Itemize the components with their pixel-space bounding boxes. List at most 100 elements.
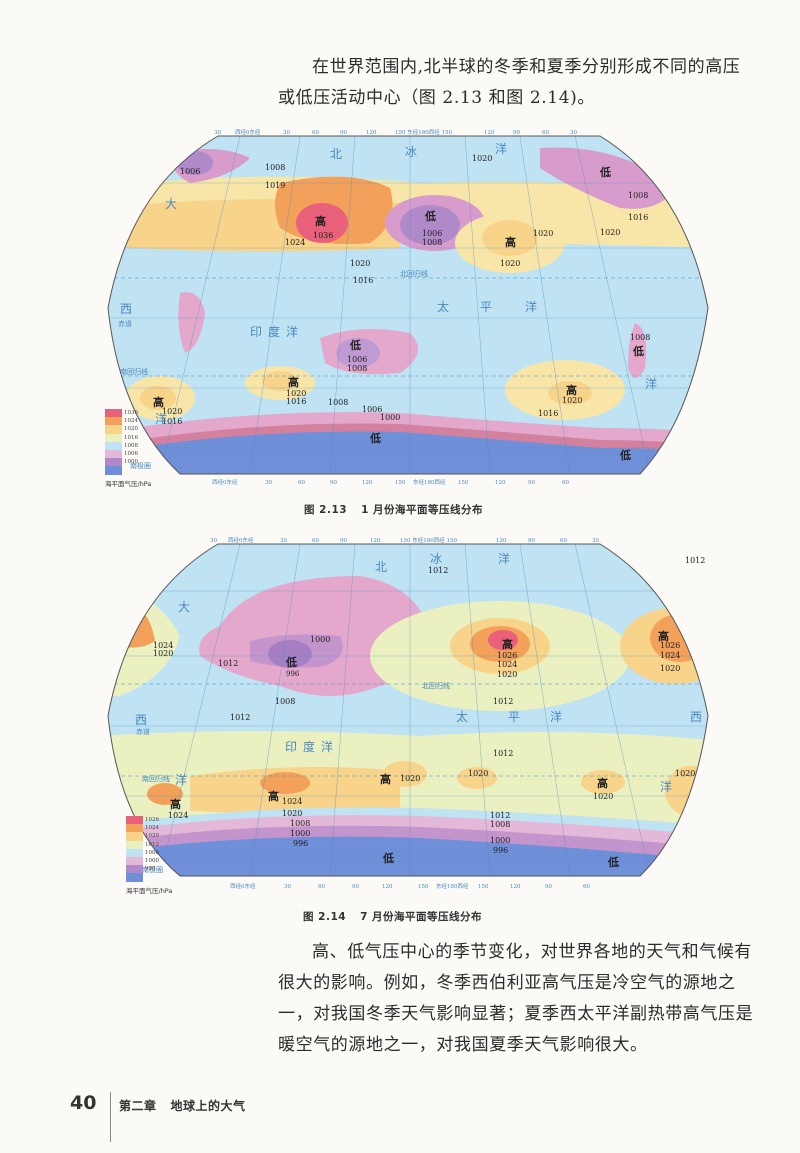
center-high-symbol: 高 bbox=[315, 214, 326, 228]
antarctic-circle-label: 南极圈 bbox=[130, 461, 151, 470]
isobar-label: 1020 bbox=[600, 228, 620, 237]
caption-number: 图 2.14 bbox=[303, 911, 347, 923]
svg-text:150: 150 bbox=[418, 884, 429, 890]
svg-text:90: 90 bbox=[513, 130, 520, 136]
svg-text:1016: 1016 bbox=[286, 397, 306, 406]
svg-text:1026: 1026 bbox=[660, 641, 680, 650]
body-paragraph: 高、低气压中心的季节变化，对世界各地的天气和气候有 很大的影响。例如，冬季西伯利… bbox=[278, 937, 768, 1061]
legend-title: 海平面气压/hPa bbox=[126, 886, 173, 895]
svg-text:90: 90 bbox=[352, 884, 359, 890]
page-footer: 40 第二章 地球上的大气 bbox=[70, 1092, 246, 1142]
svg-text:120: 120 bbox=[362, 480, 373, 486]
ocean-label: 北 bbox=[375, 560, 387, 574]
equator-label: 赤道 bbox=[136, 727, 150, 736]
center-high-symbol: 高 bbox=[597, 776, 608, 790]
svg-text:150: 150 bbox=[395, 480, 406, 486]
isobar-label: 1008 bbox=[490, 820, 510, 829]
svg-text:东经180西经: 东经180西经 bbox=[413, 478, 446, 486]
center-low-symbol: 低 bbox=[632, 344, 644, 358]
isobar-label: 996 bbox=[293, 839, 308, 848]
equator-label: 赤道 bbox=[118, 319, 132, 328]
center-high-symbol: 高 bbox=[505, 235, 516, 249]
svg-text:60: 60 bbox=[298, 480, 305, 486]
ocean-label: 大 bbox=[178, 600, 190, 614]
svg-text:150 东经180西经 150: 150 东经180西经 150 bbox=[395, 128, 452, 136]
svg-text:120: 120 bbox=[366, 130, 377, 136]
svg-text:1006: 1006 bbox=[347, 355, 367, 364]
ocean-label: 北 bbox=[330, 147, 342, 161]
map-january bbox=[100, 128, 720, 490]
svg-text:西经0东经: 西经0东经 bbox=[230, 882, 256, 890]
isobar-label: 1008 bbox=[265, 163, 285, 172]
isobar-label: 1000 bbox=[380, 413, 400, 422]
isobar-label: 1012 bbox=[428, 566, 448, 575]
svg-text:1020: 1020 bbox=[562, 396, 582, 405]
isobar-label: 996 bbox=[493, 846, 508, 855]
tropic-of-cancer-label: 北回归线 bbox=[400, 269, 428, 278]
chapter-heading: 第二章 地球上的大气 bbox=[119, 1092, 246, 1114]
isobar-label: 1008 bbox=[290, 819, 310, 828]
ocean-label: 西 bbox=[135, 713, 147, 727]
svg-text:120: 120 bbox=[495, 480, 506, 486]
ocean-label: 洋 bbox=[175, 772, 187, 787]
isobar-label: 1019 bbox=[265, 181, 285, 190]
isobar-label: 1012 bbox=[218, 659, 238, 668]
svg-text:60: 60 bbox=[562, 480, 569, 486]
svg-text:120: 120 bbox=[370, 538, 381, 544]
svg-text:60: 60 bbox=[312, 130, 319, 136]
svg-text:1036: 1036 bbox=[313, 231, 333, 240]
svg-text:60: 60 bbox=[560, 538, 567, 544]
tropic-of-capricorn-label: 南回归线 bbox=[142, 774, 170, 783]
isobar-label: 1008 bbox=[275, 697, 295, 706]
svg-text:西经0东经: 西经0东经 bbox=[228, 536, 254, 544]
svg-text:30: 30 bbox=[265, 480, 272, 486]
ocean-label: 太 bbox=[456, 709, 468, 724]
center-low-symbol: 低 bbox=[607, 855, 619, 869]
svg-text:1020: 1020 bbox=[500, 259, 520, 268]
center-high-symbol: 高 bbox=[153, 395, 164, 409]
svg-text:30: 30 bbox=[280, 538, 287, 544]
svg-text:1008: 1008 bbox=[630, 333, 650, 342]
intro-line-1: 在世界范围内,北半球的冬季和夏季分别形成不同的高压 bbox=[312, 57, 741, 77]
ocean-label: 冰 bbox=[405, 145, 417, 159]
ocean-label: 西 bbox=[690, 710, 702, 724]
ocean-label: 洋 bbox=[155, 411, 167, 426]
ocean-label: 洋 bbox=[660, 779, 672, 794]
ocean-label: 西 bbox=[120, 302, 132, 316]
svg-text:1024: 1024 bbox=[660, 651, 680, 660]
ocean-label: 大 bbox=[165, 197, 177, 211]
ocean-label: 洋 bbox=[525, 299, 537, 314]
isobar-label: 1012 bbox=[685, 556, 705, 565]
svg-text:150 东经180西经 150: 150 东经180西经 150 bbox=[400, 536, 457, 544]
svg-text:西经0东经: 西经0东经 bbox=[212, 478, 238, 486]
isobar-label: 1008 bbox=[628, 191, 648, 200]
svg-text:996: 996 bbox=[286, 670, 300, 678]
svg-text:120: 120 bbox=[510, 884, 521, 890]
isobar-label: 1012 bbox=[493, 697, 513, 706]
svg-text:90: 90 bbox=[340, 538, 347, 544]
svg-text:1020: 1020 bbox=[497, 670, 517, 679]
svg-text:60: 60 bbox=[542, 130, 549, 136]
map-july bbox=[100, 536, 720, 898]
isobar-label: 1000 bbox=[490, 836, 510, 845]
svg-text:30: 30 bbox=[210, 538, 217, 544]
tropic-of-capricorn-label: 南回归线 bbox=[120, 367, 148, 376]
ocean-label: 洋 bbox=[550, 709, 562, 724]
body-line-4: 暖空气的源地之一，对我国夏季天气影响很大。 bbox=[278, 1035, 648, 1055]
svg-text:西经0东经: 西经0东经 bbox=[235, 128, 261, 136]
svg-text:30: 30 bbox=[592, 538, 599, 544]
isobar-label: 1012 bbox=[230, 713, 250, 722]
center-high-symbol: 高 bbox=[288, 375, 299, 389]
svg-text:1024: 1024 bbox=[168, 811, 188, 820]
svg-text:120: 120 bbox=[382, 884, 393, 890]
ocean-label: 印度洋 bbox=[285, 739, 339, 754]
svg-text:30: 30 bbox=[214, 130, 221, 136]
isobar-label: 1020 bbox=[350, 259, 370, 268]
isobar-label: 1020 bbox=[468, 769, 488, 778]
tropic-of-cancer-label: 北回归线 bbox=[422, 681, 450, 690]
svg-text:1020: 1020 bbox=[286, 389, 306, 398]
isobar-label: 1016 bbox=[538, 409, 558, 418]
svg-text:150: 150 bbox=[458, 480, 469, 486]
svg-text:1024: 1024 bbox=[282, 797, 302, 806]
isobar-label: 1020 bbox=[472, 154, 492, 163]
